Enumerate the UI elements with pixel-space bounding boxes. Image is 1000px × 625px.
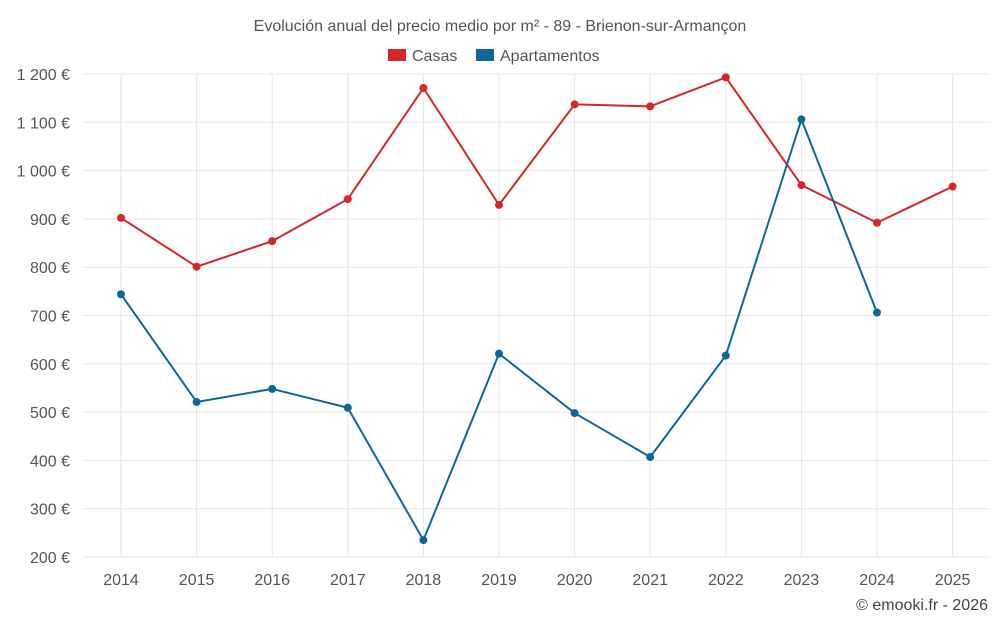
legend: Casas Apartamentos [388, 48, 600, 65]
y-tick-label: 900 € [30, 212, 70, 229]
data-point[interactable] [192, 397, 201, 406]
legend-label[interactable]: Casas [412, 48, 457, 65]
y-tick-label: 800 € [30, 260, 70, 277]
x-tick-label: 2024 [859, 572, 895, 589]
x-tick-label: 2016 [254, 572, 290, 589]
y-tick-label: 400 € [30, 453, 70, 470]
y-tick-label: 700 € [30, 309, 70, 326]
data-point[interactable] [797, 115, 806, 124]
data-point[interactable] [419, 84, 428, 93]
data-point[interactable] [192, 262, 201, 271]
legend-swatch[interactable] [476, 49, 494, 61]
y-tick-label: 300 € [30, 502, 70, 519]
series-casas [117, 73, 957, 271]
data-point[interactable] [797, 181, 806, 190]
x-tick-label: 2025 [935, 572, 971, 589]
y-tick-label: 1 000 € [17, 164, 70, 181]
grid [83, 73, 990, 558]
data-point[interactable] [873, 308, 881, 317]
data-point[interactable] [570, 409, 579, 418]
legend-swatch[interactable] [388, 49, 406, 61]
y-tick-label: 200 € [30, 550, 70, 567]
data-point[interactable] [419, 536, 428, 545]
data-point[interactable] [570, 100, 579, 109]
data-point[interactable] [721, 351, 730, 360]
series-apartamentos [117, 115, 881, 545]
series-layer [117, 73, 957, 545]
x-tick-label: 2017 [330, 572, 366, 589]
data-point[interactable] [268, 237, 277, 246]
x-tick-label: 2023 [784, 572, 820, 589]
x-axis: 2014 2015 2016 2017 2018 2019 2020 2021 2022 2023… [103, 572, 970, 589]
data-point[interactable] [646, 102, 655, 111]
data-point[interactable] [721, 73, 730, 82]
data-point[interactable] [268, 384, 277, 393]
data-point[interactable] [948, 182, 957, 191]
y-tick-label: 1 200 € [17, 67, 70, 84]
data-point[interactable] [117, 213, 125, 222]
credit-text: © emooki.fr - 2026 [856, 597, 988, 614]
y-tick-label: 500 € [30, 405, 70, 422]
chart-title: Evolución anual del precio medio por m² … [254, 18, 747, 35]
data-point[interactable] [873, 218, 881, 227]
data-point[interactable] [495, 349, 503, 358]
y-tick-label: 1 100 € [17, 115, 70, 132]
legend-label[interactable]: Apartamentos [500, 48, 600, 65]
x-tick-label: 2022 [708, 572, 744, 589]
y-axis: 1 200 € 1 100 € 1 000 € 900 € 800 € 700 € 600 … [17, 67, 70, 567]
data-point[interactable] [495, 200, 503, 209]
x-tick-label: 2018 [406, 572, 442, 589]
x-tick-label: 2015 [179, 572, 215, 589]
series-line [120, 76, 954, 268]
x-tick-label: 2014 [103, 572, 139, 589]
x-tick-label: 2021 [632, 572, 668, 589]
y-tick-label: 600 € [30, 357, 70, 374]
x-tick-label: 2020 [557, 572, 593, 589]
data-point[interactable] [343, 403, 352, 412]
data-point[interactable] [646, 453, 655, 462]
x-tick-label: 2019 [481, 572, 517, 589]
data-point[interactable] [117, 290, 125, 299]
data-point[interactable] [343, 195, 352, 204]
